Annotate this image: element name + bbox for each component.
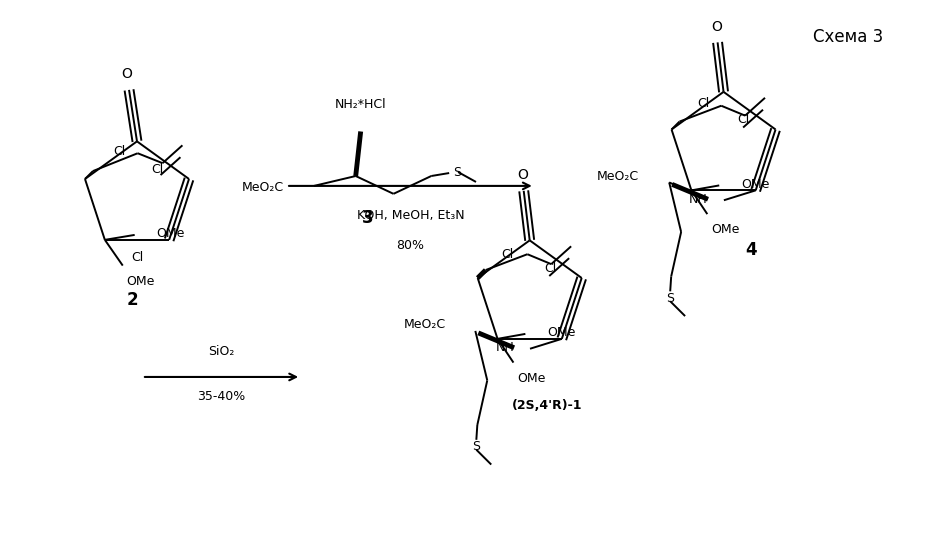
Text: OMe: OMe: [710, 223, 739, 236]
Text: NH₂*HCl: NH₂*HCl: [334, 98, 387, 111]
Text: MeO₂C: MeO₂C: [597, 170, 639, 183]
Text: 4: 4: [744, 241, 757, 259]
Text: NH: NH: [495, 341, 513, 354]
Text: S: S: [665, 292, 673, 305]
Text: O: O: [517, 168, 527, 182]
Text: OMe: OMe: [517, 372, 545, 385]
Text: O: O: [710, 20, 722, 34]
Text: OMe: OMe: [156, 227, 185, 240]
Text: MeO₂C: MeO₂C: [403, 318, 445, 332]
Text: Cl: Cl: [113, 145, 126, 158]
Text: 80%: 80%: [396, 239, 424, 252]
Text: Cl: Cl: [737, 113, 749, 126]
Text: S: S: [452, 166, 461, 179]
Text: KOH, MeOH, Et₃N: KOH, MeOH, Et₃N: [356, 209, 464, 222]
Text: NH: NH: [688, 192, 707, 206]
Text: 3: 3: [362, 208, 373, 227]
Text: SiO₂: SiO₂: [208, 345, 234, 358]
Text: S: S: [472, 440, 480, 453]
Text: Cl: Cl: [501, 248, 513, 261]
Text: Cl: Cl: [131, 251, 144, 264]
Text: 2: 2: [126, 291, 138, 309]
Text: O: O: [122, 67, 132, 81]
Text: OMe: OMe: [127, 275, 155, 288]
Text: Cl: Cl: [697, 97, 708, 110]
Text: MeO₂C: MeO₂C: [242, 182, 284, 194]
Text: (2S,4'R)-1: (2S,4'R)-1: [512, 399, 583, 412]
Text: OMe: OMe: [741, 178, 768, 191]
Text: Схема 3: Схема 3: [812, 29, 882, 46]
Text: OMe: OMe: [546, 326, 575, 339]
Text: Cl: Cl: [151, 163, 163, 175]
Text: 35-40%: 35-40%: [197, 390, 246, 403]
Text: Cl: Cl: [544, 262, 555, 274]
